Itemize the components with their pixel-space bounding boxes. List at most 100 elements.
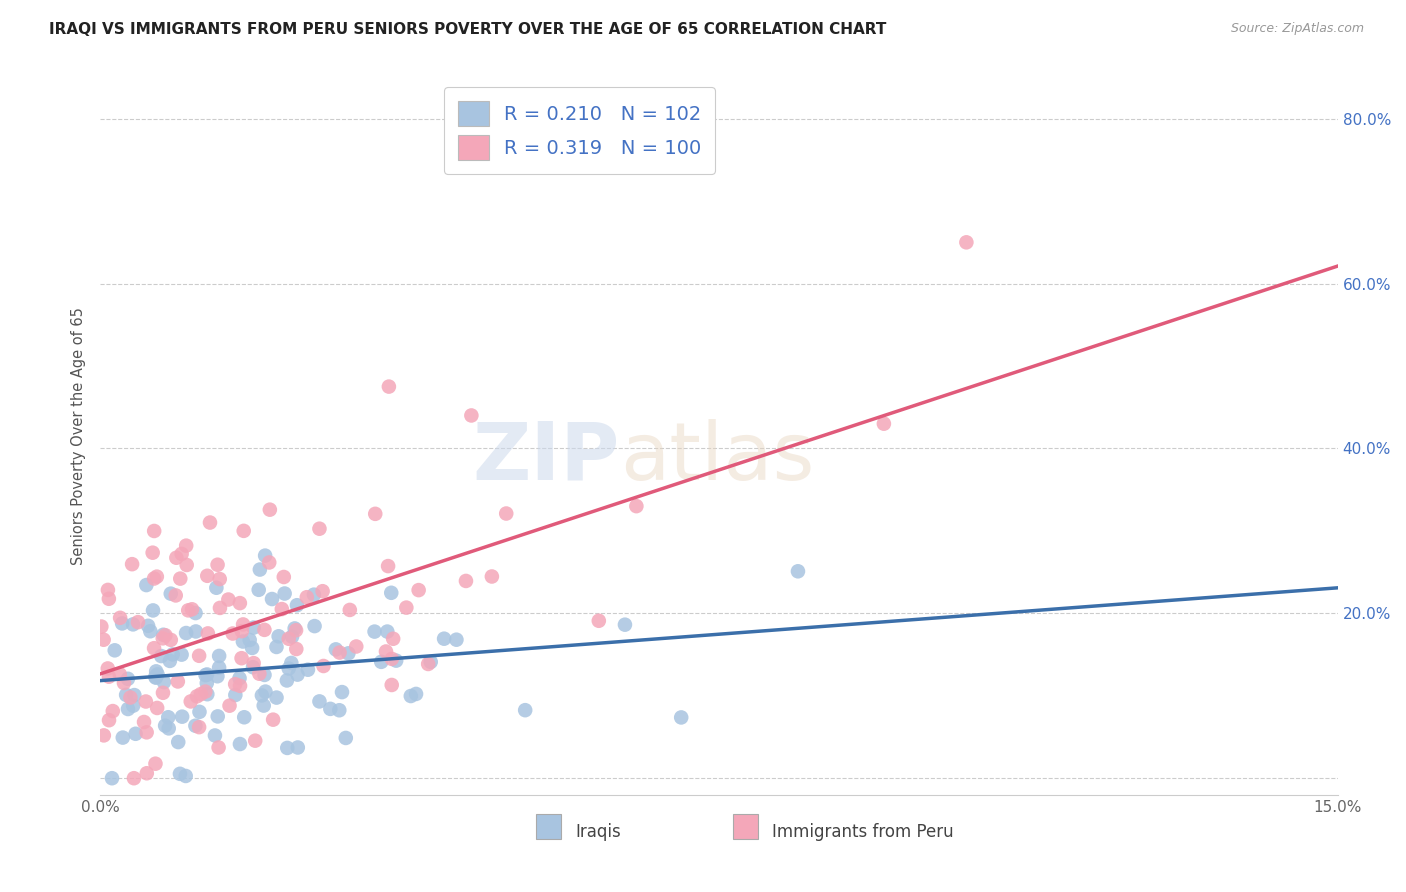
Point (97, 591, 120, 606)
Point (259, 502, 281, 516)
Point (375, 644, 398, 658)
Point (273, 570, 295, 584)
Point (207, 558, 229, 572)
Point (120, 690, 142, 705)
Point (418, 657, 440, 671)
Point (363, 624, 385, 639)
Point (382, 632, 405, 646)
Point (273, 586, 295, 600)
Point (280, 656, 302, 670)
Point (153, 719, 176, 733)
Point (208, 660, 231, 674)
Point (399, 689, 422, 703)
Point (277, 661, 299, 675)
Point (228, 671, 250, 685)
Point (217, 592, 239, 607)
Point (167, 735, 190, 749)
Point (152, 632, 174, 646)
Point (337, 646, 360, 660)
Text: IRAQI VS IMMIGRANTS FROM PERU SENIORS POVERTY OVER THE AGE OF 65 CORRELATION CHA: IRAQI VS IMMIGRANTS FROM PERU SENIORS PO… (49, 22, 887, 37)
Point (285, 642, 308, 657)
Point (233, 710, 256, 724)
Point (139, 624, 162, 639)
Point (135, 766, 157, 780)
Point (254, 684, 277, 698)
Point (515, 703, 537, 717)
Point (174, 626, 197, 640)
Point (247, 666, 270, 681)
Point (257, 556, 280, 570)
Point (229, 679, 252, 693)
Point (122, 617, 145, 632)
Point (229, 737, 252, 751)
Point (122, 698, 145, 713)
Point (302, 588, 325, 602)
Point (112, 676, 135, 690)
Point (157, 710, 180, 724)
Point (405, 687, 427, 701)
Point (157, 722, 180, 736)
Point (229, 596, 252, 610)
Point (204, 729, 226, 743)
Point (142, 603, 165, 617)
Point (188, 648, 211, 663)
Point (197, 626, 219, 640)
Point (285, 599, 308, 613)
Point (166, 674, 188, 689)
Point (222, 626, 245, 640)
Point (152, 686, 174, 700)
Point (159, 587, 181, 601)
Point (266, 640, 288, 654)
Point (124, 727, 146, 741)
Point (208, 648, 231, 663)
Point (224, 677, 246, 691)
Point (159, 632, 181, 647)
Point (281, 630, 304, 644)
Point (117, 702, 139, 716)
Point (335, 731, 357, 745)
Point (205, 581, 228, 595)
Point (143, 641, 166, 656)
Point (295, 591, 318, 605)
Point (247, 582, 270, 597)
Point (284, 622, 307, 636)
Point (145, 756, 167, 771)
Text: Immigrants from Peru: Immigrants from Peru (772, 823, 953, 841)
Point (481, 569, 503, 583)
Point (198, 516, 221, 530)
Text: Source: ZipAtlas.com: Source: ZipAtlas.com (1230, 22, 1364, 36)
Point (184, 719, 207, 733)
Point (101, 771, 124, 785)
Point (195, 676, 218, 690)
Point (93, 632, 115, 647)
Point (135, 578, 157, 592)
Point (194, 684, 217, 698)
Point (174, 769, 197, 783)
Point (188, 720, 211, 734)
Point (195, 667, 218, 681)
Point (370, 655, 392, 669)
Point (344, 640, 367, 654)
Point (297, 663, 319, 677)
Point (339, 603, 361, 617)
Point (325, 642, 347, 657)
Point (218, 698, 240, 713)
Point (145, 665, 167, 679)
Point (143, 524, 166, 538)
Point (142, 546, 165, 560)
Point (308, 522, 330, 536)
Point (433, 632, 456, 646)
Point (174, 539, 197, 553)
Point (266, 690, 288, 705)
Point (262, 713, 284, 727)
Point (330, 685, 353, 699)
Point (626, 499, 648, 513)
Point (165, 550, 187, 565)
Point (377, 559, 399, 574)
Point (242, 621, 264, 635)
Point (495, 507, 517, 521)
Point (98, 713, 121, 727)
Y-axis label: Seniors Poverty Over the Age of 65: Seniors Poverty Over the Age of 65 (72, 307, 86, 565)
Point (135, 694, 157, 708)
Point (207, 709, 229, 723)
